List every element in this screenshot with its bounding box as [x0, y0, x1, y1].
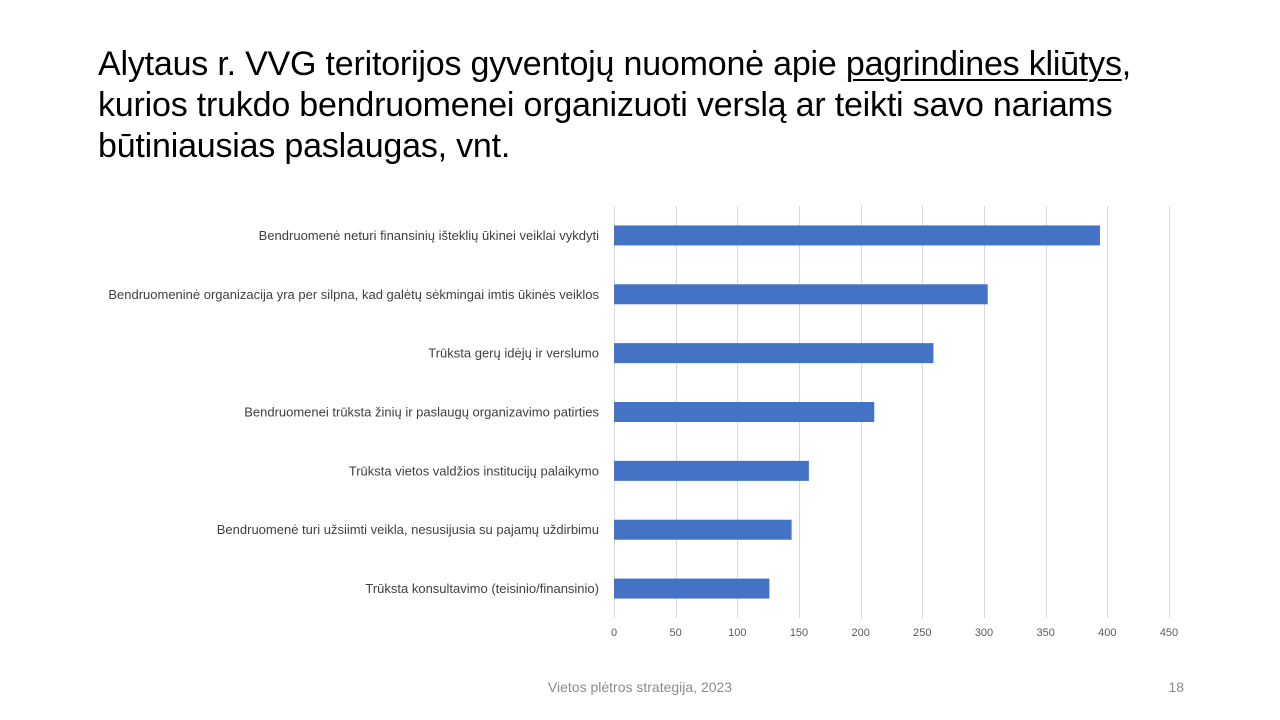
category-label: Bendruomeninė organizacija yra per silpn… [108, 287, 599, 302]
x-tick-label: 100 [728, 627, 746, 639]
category-label: Trūksta konsultavimo (teisinio/finansini… [365, 581, 599, 596]
x-tick-label: 50 [670, 627, 682, 639]
category-label: Trūksta vietos valdžios institucijų pala… [349, 463, 599, 478]
category-labels: Bendruomenė neturi finansinių išteklių ū… [108, 228, 599, 596]
x-tick-label: 350 [1036, 627, 1054, 639]
bar [614, 578, 770, 599]
x-tick-label: 450 [1160, 627, 1178, 639]
category-label: Bendruomenė turi užsiimti veikla, nesusi… [217, 522, 599, 537]
chart-bars [614, 225, 1100, 599]
page-number: 18 [1168, 679, 1184, 695]
slide-title: Alytaus r. VVG teritorijos gyventojų nuo… [98, 44, 1218, 167]
x-tick-labels: 0 50 100 150 200 250 300 350 400 450 [611, 627, 1178, 639]
bar [614, 225, 1100, 246]
x-tick-label: 400 [1098, 627, 1116, 639]
x-tick-label: 150 [790, 627, 808, 639]
category-label: Bendruomenė neturi finansinių išteklių ū… [259, 228, 599, 243]
title-part-1: Alytaus r. VVG teritorijos gyventojų nuo… [98, 45, 846, 83]
category-label: Trūksta gerų idėjų ir verslumo [428, 346, 599, 361]
x-tick-label: 200 [851, 627, 869, 639]
bar [614, 284, 988, 305]
footer-text: Vietos plėtros strategija, 2023 [547, 679, 733, 695]
bar [614, 460, 809, 481]
x-tick-label: 300 [975, 627, 993, 639]
title-underlined: pagrindines kliūtys [845, 45, 1122, 83]
bar [614, 402, 875, 422]
category-label: Bendruomenei trūksta žinių ir paslaugų o… [244, 405, 599, 420]
bar [614, 519, 792, 540]
x-tick-label: 250 [913, 627, 931, 639]
bar [614, 343, 934, 364]
title-part-2: , kurios trukdo bendruomenei organizuoti… [98, 45, 1132, 165]
x-tick-label: 0 [611, 627, 617, 639]
